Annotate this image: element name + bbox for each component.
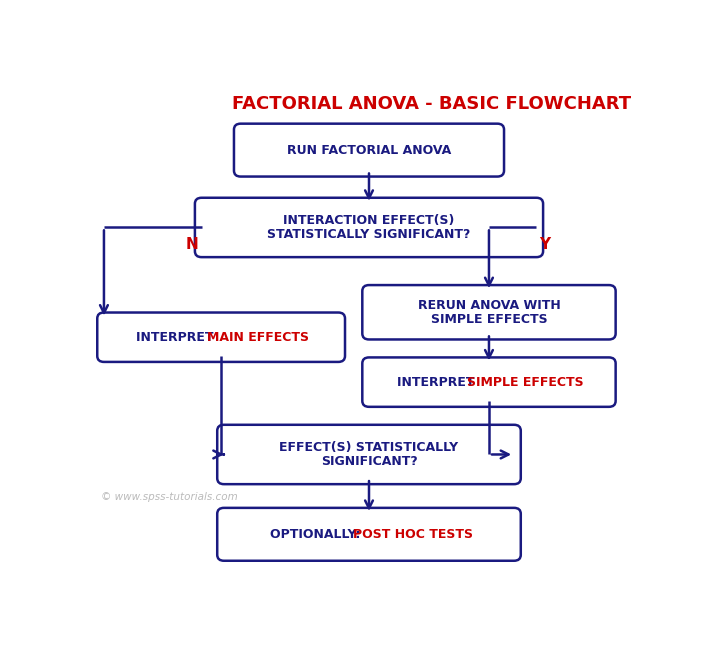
Text: RERUN ANOVA WITH: RERUN ANOVA WITH [418, 299, 560, 312]
Text: EFFECT(S) STATISTICALLY: EFFECT(S) STATISTICALLY [279, 441, 459, 454]
FancyBboxPatch shape [195, 198, 543, 257]
Text: STATISTICALLY SIGNIFICANT?: STATISTICALLY SIGNIFICANT? [267, 228, 471, 241]
Text: SIMPLE EFFECTS: SIMPLE EFFECTS [467, 376, 584, 389]
Text: SIMPLE EFFECTS: SIMPLE EFFECTS [431, 313, 547, 326]
Text: OPTIONALLY:: OPTIONALLY: [270, 528, 365, 541]
FancyBboxPatch shape [234, 124, 504, 176]
FancyBboxPatch shape [217, 508, 521, 561]
Text: FACTORIAL ANOVA - BASIC FLOWCHART: FACTORIAL ANOVA - BASIC FLOWCHART [232, 95, 631, 113]
FancyBboxPatch shape [362, 358, 616, 407]
Text: © www.spss-tutorials.com: © www.spss-tutorials.com [101, 492, 238, 502]
FancyBboxPatch shape [362, 285, 616, 340]
Text: INTERACTION EFFECT(S): INTERACTION EFFECT(S) [283, 214, 455, 227]
Text: INTERPRET: INTERPRET [136, 330, 218, 343]
Text: INTERPRET: INTERPRET [397, 376, 479, 389]
FancyBboxPatch shape [217, 425, 521, 484]
Text: RUN FACTORIAL ANOVA: RUN FACTORIAL ANOVA [287, 144, 451, 157]
Text: Y: Y [539, 237, 550, 253]
Text: N: N [186, 237, 199, 253]
Text: MAIN EFFECTS: MAIN EFFECTS [207, 330, 309, 343]
FancyBboxPatch shape [97, 312, 345, 362]
Text: SIGNIFICANT?: SIGNIFICANT? [320, 455, 418, 468]
Text: POST HOC TESTS: POST HOC TESTS [353, 528, 473, 541]
